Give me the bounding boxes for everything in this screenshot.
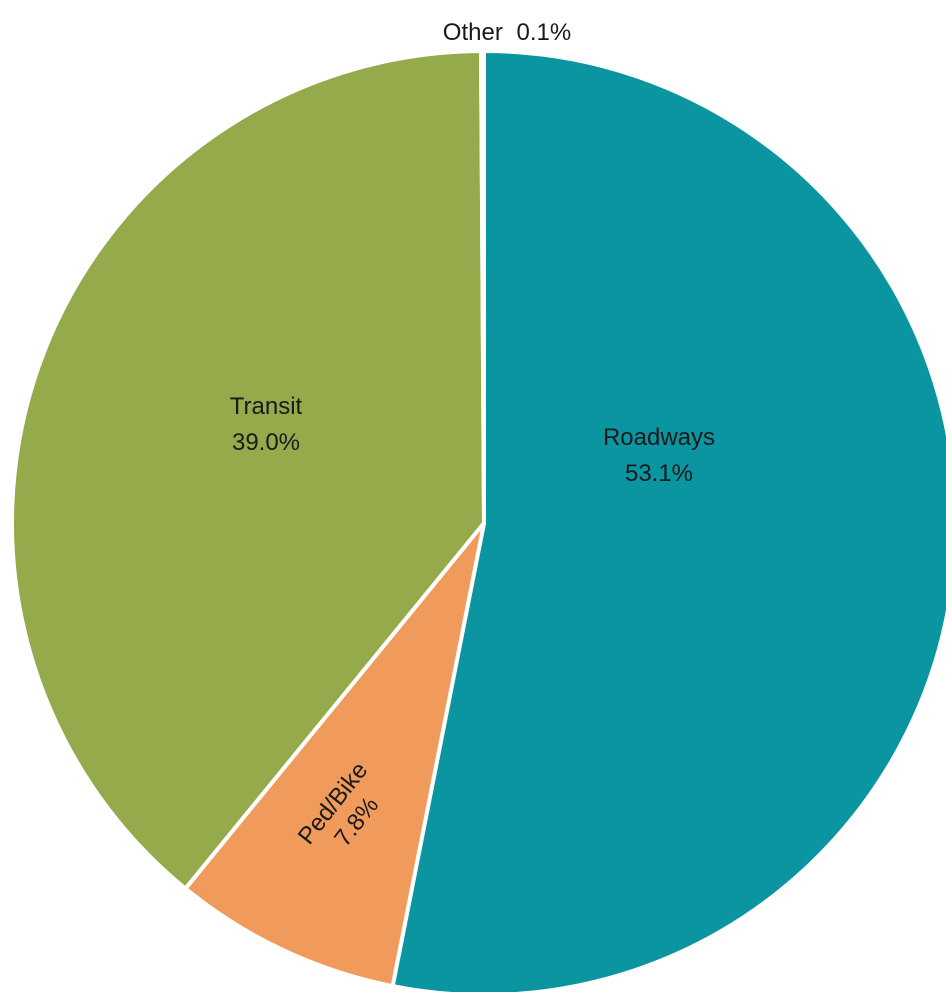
pie-slice-roadways	[390, 49, 946, 992]
pie-slices	[10, 49, 946, 992]
pie-slice-ped-bike	[183, 521, 486, 989]
label-other: Other 0.1%	[443, 19, 571, 46]
value-transit: 39.0%	[232, 429, 300, 456]
label-transit: Transit	[230, 393, 303, 420]
value-roadways: 53.1%	[625, 460, 693, 487]
pie-slice-transit	[10, 49, 486, 891]
label-other-name: Other	[443, 19, 503, 46]
label-other-value: 0.1%	[517, 19, 572, 46]
pie-slice-other	[479, 49, 486, 525]
label-roadways: Roadways	[603, 424, 715, 451]
